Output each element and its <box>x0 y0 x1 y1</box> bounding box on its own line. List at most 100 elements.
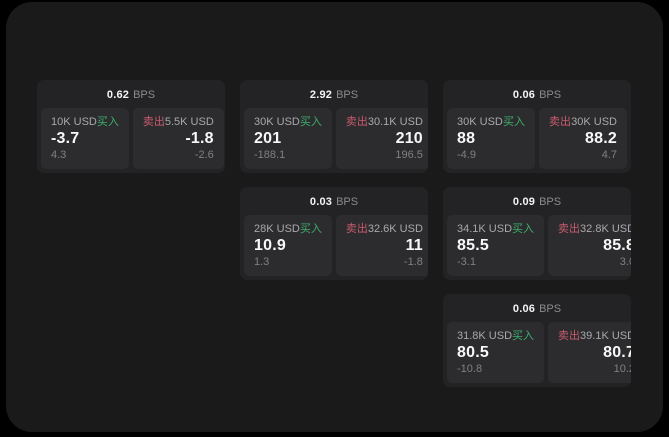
buy-price: 201 <box>254 130 282 147</box>
buy-delta: -3.1 <box>457 256 476 268</box>
buy-side-label: 买入 <box>503 116 525 128</box>
sell-notional: 30.1K USD <box>367 116 423 128</box>
buy-quote-panel[interactable]: 28K USD 买入 10.9 1.3 <box>244 215 332 276</box>
spread-value: 2.92 <box>309 88 333 101</box>
buy-panel-top: 34.1K USD 买入 <box>457 223 534 236</box>
sell-side-label: 卖出 <box>345 223 368 235</box>
spread-unit-label: BPS <box>133 88 156 101</box>
buy-side-label: 买入 <box>96 116 119 128</box>
buy-quote-panel[interactable]: 31.8K USD 买入 80.5 -10.8 <box>447 322 545 383</box>
sell-quote-panel[interactable]: 卖出 30K USD 88.2 4.7 <box>539 108 627 169</box>
quote-card: 0.09 BPS 34.1K USD 买入 85.5 -3.1 卖出 32.8K… <box>443 187 631 280</box>
sell-quote-panel[interactable]: 卖出 5.5K USD -1.8 -2.6 <box>132 108 224 169</box>
quote-panels: 30K USD 买入 88 -4.9 卖出 30K USD 88.2 4.7 <box>443 104 631 173</box>
sell-panel-top: 卖出 32.6K USD <box>346 223 423 236</box>
buy-notional: 30K USD <box>457 116 503 128</box>
sell-price: 88.2 <box>585 130 617 147</box>
quote-panels: 30K USD 买入 201 -188.1 卖出 30.1K USD 210 1… <box>240 104 428 173</box>
buy-delta: 1.3 <box>254 256 270 268</box>
spread-value: 0.62 <box>106 88 130 101</box>
buy-panel-top: 30K USD 买入 <box>254 116 322 129</box>
quote-card: 2.92 BPS 30K USD 买入 201 -188.1 卖出 30.1K … <box>240 80 428 173</box>
buy-delta: -10.8 <box>457 363 483 375</box>
sell-quote-panel[interactable]: 卖出 32.8K USD 85.8 3.0 <box>548 215 631 276</box>
spread-value: 0.09 <box>512 195 536 208</box>
sell-quote-panel[interactable]: 卖出 32.6K USD 11 -1.8 <box>335 215 428 276</box>
sell-side-label: 卖出 <box>549 116 571 128</box>
quote-board: 0.62 BPS 10K USD 买入 -3.7 4.3 卖出 5.5K USD… <box>37 80 631 387</box>
sell-panel-top: 卖出 32.8K USD <box>558 223 631 236</box>
buy-panel-top: 28K USD 买入 <box>254 223 322 236</box>
sell-delta: -2.6 <box>194 149 214 161</box>
sell-notional: 39.1K USD <box>580 330 631 342</box>
spread-value: 0.03 <box>309 195 333 208</box>
sell-price: 11 <box>405 237 423 254</box>
buy-notional: 30K USD <box>254 116 300 128</box>
quote-card: 0.62 BPS 10K USD 买入 -3.7 4.3 卖出 5.5K USD… <box>37 80 225 173</box>
sell-notional: 32.8K USD <box>580 223 631 235</box>
spread-value: 0.06 <box>512 302 536 315</box>
buy-side-label: 买入 <box>512 330 535 342</box>
sell-price: 80.7 <box>603 344 631 361</box>
spread-header: 0.06 BPS <box>443 294 631 318</box>
buy-delta: -188.1 <box>254 149 286 161</box>
sell-quote-panel[interactable]: 卖出 30.1K USD 210 196.5 <box>335 108 428 169</box>
spread-unit-label: BPS <box>336 88 359 101</box>
buy-panel-top: 30K USD 买入 <box>457 116 525 129</box>
spread-header: 0.62 BPS <box>37 80 225 104</box>
sell-side-label: 卖出 <box>142 116 165 128</box>
buy-price: 10.9 <box>254 237 286 254</box>
sell-price: 85.8 <box>603 237 631 254</box>
sell-delta: 4.7 <box>601 149 617 161</box>
buy-panel-top: 10K USD 买入 <box>51 116 119 129</box>
sell-panel-top: 卖出 5.5K USD <box>143 116 214 129</box>
quote-card: 0.03 BPS 28K USD 买入 10.9 1.3 卖出 32.6K US… <box>240 187 428 280</box>
buy-quote-panel[interactable]: 34.1K USD 买入 85.5 -3.1 <box>447 215 545 276</box>
buy-side-label: 买入 <box>512 223 535 235</box>
sell-side-label: 卖出 <box>558 330 581 342</box>
spread-unit-label: BPS <box>539 302 562 315</box>
sell-delta: 3.0 <box>619 256 631 268</box>
sell-panel-top: 卖出 30K USD <box>549 116 617 129</box>
sell-notional: 30K USD <box>571 116 617 128</box>
quote-panels: 34.1K USD 买入 85.5 -3.1 卖出 32.8K USD 85.8… <box>443 211 631 280</box>
quote-card: 0.06 BPS 30K USD 买入 88 -4.9 卖出 30K USD 8… <box>443 80 631 173</box>
buy-quote-panel[interactable]: 10K USD 买入 -3.7 4.3 <box>41 108 129 169</box>
sell-panel-top: 卖出 30.1K USD <box>346 116 423 129</box>
sell-price: -1.8 <box>185 130 214 147</box>
sell-quote-panel[interactable]: 卖出 39.1K USD 80.7 10.2 <box>548 322 631 383</box>
spread-header: 0.06 BPS <box>443 80 631 104</box>
spread-header: 0.03 BPS <box>240 187 428 211</box>
buy-price: 80.5 <box>457 344 489 361</box>
buy-quote-panel[interactable]: 30K USD 买入 201 -188.1 <box>244 108 332 169</box>
sell-delta: -1.8 <box>403 256 423 268</box>
buy-price: 88 <box>457 130 476 147</box>
sell-notional: 32.6K USD <box>367 223 423 235</box>
quote-card: 0.06 BPS 31.8K USD 买入 80.5 -10.8 卖出 39.1… <box>443 294 631 387</box>
sell-price: 210 <box>395 130 423 147</box>
spread-unit-label: BPS <box>539 195 562 208</box>
buy-side-label: 买入 <box>299 116 322 128</box>
sell-notional: 5.5K USD <box>164 116 214 128</box>
buy-notional: 10K USD <box>51 116 97 128</box>
sell-side-label: 卖出 <box>345 116 368 128</box>
spread-header: 0.09 BPS <box>443 187 631 211</box>
buy-notional: 34.1K USD <box>457 223 513 235</box>
buy-price: -3.7 <box>51 130 80 147</box>
sell-panel-top: 卖出 39.1K USD <box>558 330 631 343</box>
buy-side-label: 买入 <box>299 223 322 235</box>
sell-delta: 10.2 <box>613 363 631 375</box>
quote-panels: 31.8K USD 买入 80.5 -10.8 卖出 39.1K USD 80.… <box>443 318 631 387</box>
spread-header: 2.92 BPS <box>240 80 428 104</box>
buy-quote-panel[interactable]: 30K USD 买入 88 -4.9 <box>447 108 535 169</box>
buy-delta: -4.9 <box>457 149 476 161</box>
buy-delta: 4.3 <box>51 149 67 161</box>
buy-notional: 28K USD <box>254 223 300 235</box>
quote-panels: 28K USD 买入 10.9 1.3 卖出 32.6K USD 11 -1.8 <box>240 211 428 280</box>
app-window: 0.62 BPS 10K USD 买入 -3.7 4.3 卖出 5.5K USD… <box>6 2 663 432</box>
buy-notional: 31.8K USD <box>457 330 513 342</box>
sell-side-label: 卖出 <box>558 223 581 235</box>
quote-panels: 10K USD 买入 -3.7 4.3 卖出 5.5K USD -1.8 -2.… <box>37 104 225 173</box>
buy-panel-top: 31.8K USD 买入 <box>457 330 534 343</box>
spread-unit-label: BPS <box>336 195 359 208</box>
